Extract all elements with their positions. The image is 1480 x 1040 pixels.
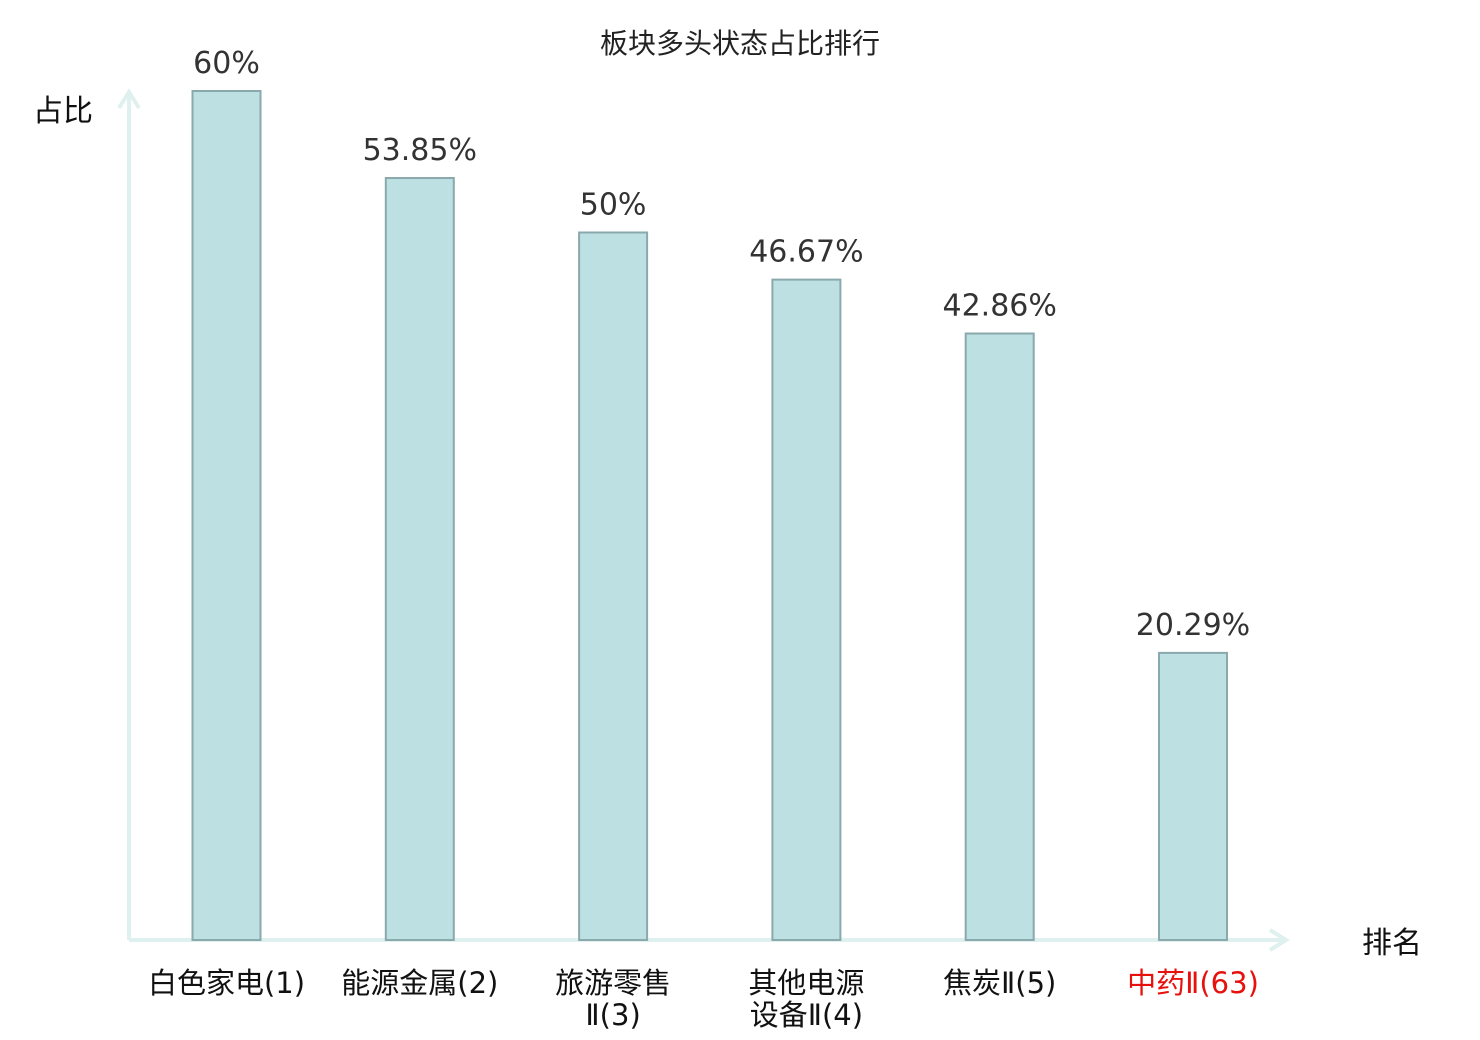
value-label-3: 50%: [580, 188, 647, 223]
x-tick-label-4-line-2: 设备Ⅱ(4): [750, 998, 863, 1032]
y-axis-label: 占比: [33, 94, 93, 129]
value-label-6: 20.29%: [1136, 608, 1250, 643]
value-label-5: 42.86%: [943, 289, 1057, 324]
x-tick-label-2: 能源金属(2): [341, 966, 498, 1000]
x-axis-arrow: [1268, 928, 1290, 952]
x-tick-label-4-line-1: 其他电源: [748, 966, 864, 1000]
bar-4: [771, 278, 842, 941]
bar-2: [384, 177, 455, 941]
bar-6: [1158, 651, 1228, 941]
y-axis-arrow: [117, 88, 141, 110]
value-label-4: 46.67%: [749, 235, 863, 270]
x-axis-label: 排名: [1362, 926, 1422, 961]
value-labels: 60% 53.85% 50% 46.67% 42.86% 20.29%: [193, 46, 1250, 643]
chart-title: 板块多头状态占比排行: [600, 27, 880, 60]
value-label-2: 53.85%: [363, 133, 477, 168]
bars: [191, 90, 1228, 941]
bar-1: [191, 90, 262, 941]
x-tick-label-3-line-1: 旅游零售: [555, 966, 671, 1000]
bar-3: [578, 231, 649, 941]
bar-5: [964, 332, 1035, 941]
axes: [117, 88, 1290, 952]
value-label-1: 60%: [193, 46, 260, 81]
x-tick-label-1: 白色家电(1): [148, 966, 305, 1000]
x-tick-label-5: 焦炭Ⅱ(5): [943, 966, 1056, 1000]
x-tick-label-6: 中药Ⅱ(63): [1127, 966, 1259, 1000]
x-tick-label-3-line-2: Ⅱ(3): [585, 998, 640, 1032]
